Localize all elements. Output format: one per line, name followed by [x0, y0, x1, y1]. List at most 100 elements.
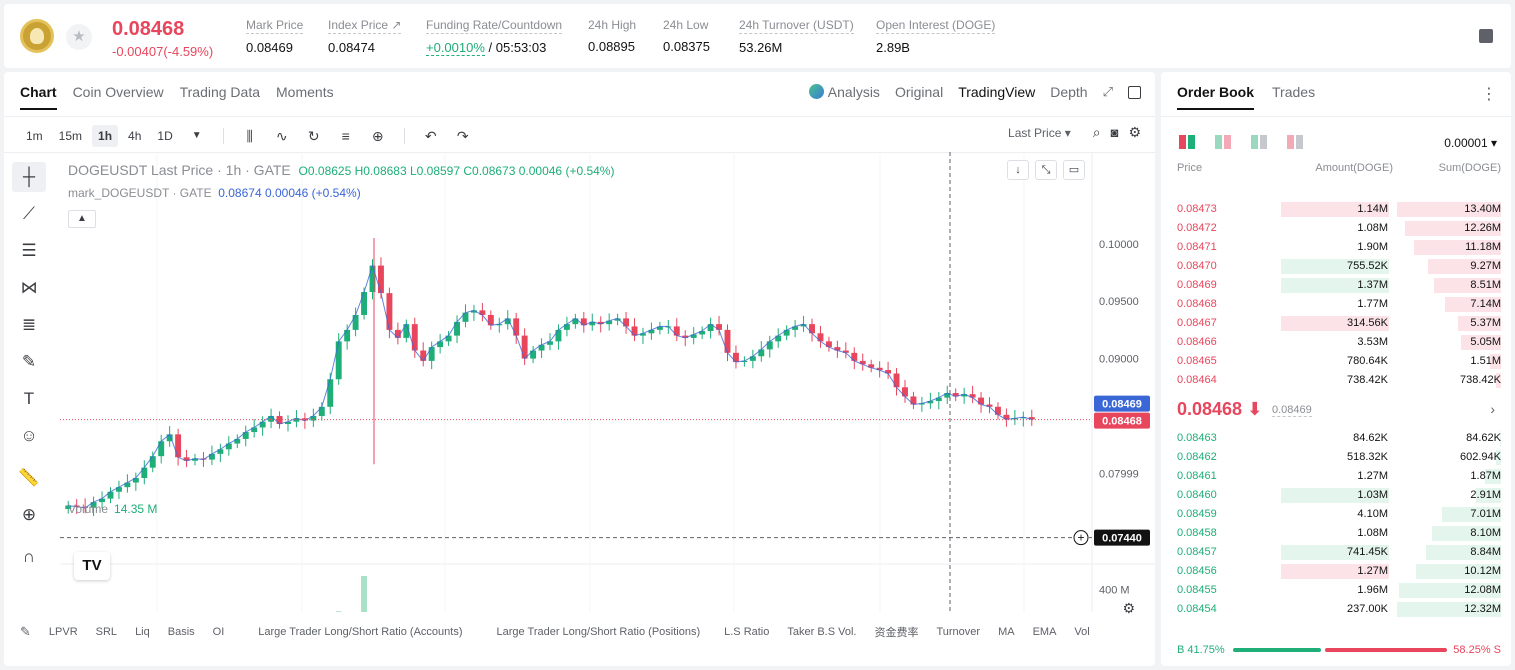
- pen-icon[interactable]: ✎: [20, 624, 31, 639]
- horizontal-lines-icon[interactable]: ☰: [21, 241, 37, 260]
- replay-icon[interactable]: ↻: [307, 128, 320, 144]
- bid-row[interactable]: 0.08454 237.00K 12.32M: [1161, 600, 1511, 619]
- interval-4h[interactable]: 4h: [128, 129, 142, 143]
- undo-icon[interactable]: ↶: [424, 128, 437, 144]
- ask-row[interactable]: 0.08466 3.53M 5.05M: [1161, 333, 1511, 352]
- indicator-icon[interactable]: ∿: [275, 128, 288, 144]
- indicator-ls-accounts[interactable]: Large Trader Long/Short Ratio (Accounts): [258, 626, 463, 638]
- tab-trades[interactable]: Trades: [1272, 84, 1316, 100]
- indicator-turnover[interactable]: Turnover: [936, 626, 981, 638]
- bid-row[interactable]: 0.08461 1.27M 1.87M: [1161, 467, 1511, 486]
- original-view-button[interactable]: Original: [894, 84, 944, 100]
- trend-line-icon[interactable]: ⟋: [23, 204, 35, 223]
- candle-type-icon[interactable]: ⫼: [246, 128, 253, 144]
- camera-icon[interactable]: ◙: [1110, 125, 1119, 140]
- bid-row[interactable]: 0.08456 1.27M 10.12M: [1161, 562, 1511, 581]
- collapse-legend-button[interactable]: ▲: [68, 210, 96, 228]
- indicator-ls-ratio[interactable]: L.S Ratio: [724, 626, 770, 638]
- indicator-funding-rate[interactable]: 资金费率: [874, 627, 919, 639]
- document-icon[interactable]: [1479, 29, 1493, 43]
- more-icon[interactable]: ⋮: [1481, 86, 1497, 103]
- indicator-ma[interactable]: MA: [998, 626, 1015, 638]
- tab-chart[interactable]: Chart: [20, 84, 57, 110]
- stat-index-price[interactable]: Index Price ↗ 0.08474: [328, 18, 402, 55]
- volume-tick-label: 400 M: [1099, 585, 1130, 597]
- bid-row[interactable]: 0.08460 1.03M 2.91M: [1161, 486, 1511, 505]
- layout-trades-icon[interactable]: [1287, 135, 1303, 149]
- ask-row[interactable]: 0.08467 314.56K 5.37M: [1161, 314, 1511, 333]
- chart-settings-icon[interactable]: ⚙: [1122, 600, 1135, 616]
- shrink-icon[interactable]: ⤡: [1035, 160, 1057, 180]
- indicator-basis[interactable]: Basis: [167, 626, 195, 638]
- ask-row[interactable]: 0.08464 738.42K 738.42K: [1161, 371, 1511, 390]
- ask-row[interactable]: 0.08470 755.52K 9.27M: [1161, 257, 1511, 276]
- price-chart[interactable]: +0.10000 0.09500 0.09000 0.07999 0.08469 0.08…: [4, 152, 1155, 612]
- indicator-ls-positions[interactable]: Large Trader Long/Short Ratio (Positions…: [496, 626, 701, 638]
- price-cell: 0.08465: [1177, 355, 1217, 367]
- layout-bids-icon[interactable]: [1215, 135, 1231, 149]
- pattern-icon[interactable]: ⋈: [20, 278, 38, 297]
- interval-1m[interactable]: 1m: [26, 129, 43, 143]
- search-icon[interactable]: ⌕: [1092, 124, 1101, 140]
- bid-row[interactable]: 0.08463 84.62K 84.62K: [1161, 429, 1511, 448]
- chevron-down-icon[interactable]: ▼: [191, 130, 202, 141]
- brush-icon[interactable]: ✎: [21, 352, 37, 371]
- amount-cell: 518.32K: [1347, 451, 1388, 463]
- magnet-icon[interactable]: ∩: [22, 547, 36, 566]
- favorite-star-icon[interactable]: ★: [66, 24, 92, 50]
- expand-icon[interactable]: ⤢: [1102, 84, 1113, 99]
- indicator-taker-vol[interactable]: Taker B.S Vol.: [787, 626, 857, 638]
- indicator-volume[interactable]: Volu: [1074, 626, 1090, 638]
- interval-1d[interactable]: 1D: [157, 129, 173, 143]
- bid-row[interactable]: 0.08458 1.08M 8.10M: [1161, 524, 1511, 543]
- stat-funding-rate[interactable]: Funding Rate/Countdown +0.0010% / 05:53:…: [426, 18, 563, 56]
- bid-row[interactable]: 0.08455 1.96M 12.08M: [1161, 581, 1511, 600]
- analysis-button[interactable]: Analysis: [808, 84, 880, 100]
- tradingview-view-button[interactable]: TradingView: [958, 84, 1036, 100]
- text-icon[interactable]: T: [23, 389, 35, 408]
- ask-row[interactable]: 0.08468 1.77M 7.14M: [1161, 295, 1511, 314]
- crosshair-icon[interactable]: ┼: [12, 162, 46, 192]
- layout-asks-icon[interactable]: [1251, 135, 1267, 149]
- ruler-icon[interactable]: 📏: [18, 468, 40, 487]
- emoji-icon[interactable]: ☺: [20, 426, 38, 445]
- arrow-down-icon[interactable]: ↓: [1007, 160, 1029, 180]
- fullscreen-icon[interactable]: ▭: [1063, 160, 1085, 180]
- redo-icon[interactable]: ↷: [456, 128, 469, 144]
- stat-mark-price[interactable]: Mark Price 0.08469: [246, 18, 304, 55]
- ask-row[interactable]: 0.08472 1.08M 12.26M: [1161, 219, 1511, 238]
- indicator-srl[interactable]: SRL: [95, 626, 118, 638]
- ask-row[interactable]: 0.08465 780.64K 1.51M: [1161, 352, 1511, 371]
- add-indicator-icon[interactable]: ⊕: [371, 128, 384, 144]
- ask-row[interactable]: 0.08473 1.14M 13.40M: [1161, 200, 1511, 219]
- zoom-icon[interactable]: ⊕: [21, 505, 37, 524]
- indicator-oi[interactable]: OI: [212, 626, 225, 638]
- ticker-header: ★ 0.08468 -0.00407(-4.59%) Mark Price 0.…: [4, 4, 1511, 68]
- chevron-right-icon[interactable]: ›: [1490, 401, 1495, 417]
- bid-row[interactable]: 0.08459 4.10M 7.01M: [1161, 505, 1511, 524]
- tradingview-logo-icon[interactable]: TV: [74, 552, 110, 580]
- price-type-select[interactable]: Last Price ▾: [1008, 125, 1071, 140]
- depth-view-button[interactable]: Depth: [1050, 84, 1088, 100]
- bid-row[interactable]: 0.08457 741.45K 8.84M: [1161, 543, 1511, 562]
- tab-coin-overview[interactable]: Coin Overview: [72, 84, 164, 100]
- ask-row[interactable]: 0.08471 1.90M 11.18M: [1161, 238, 1511, 257]
- layout-both-icon[interactable]: [1179, 135, 1195, 149]
- tab-moments[interactable]: Moments: [276, 84, 334, 100]
- fib-icon[interactable]: ≣: [21, 315, 37, 334]
- gear-icon[interactable]: ⚙: [1128, 124, 1141, 140]
- tab-order-book[interactable]: Order Book: [1177, 84, 1255, 110]
- window-icon[interactable]: [1128, 85, 1141, 99]
- bid-row[interactable]: 0.08462 518.32K 602.94K: [1161, 448, 1511, 467]
- stat-24h-turnover[interactable]: 24h Turnover (USDT) 53.26M: [739, 18, 854, 55]
- interval-15m[interactable]: 15m: [58, 129, 83, 143]
- interval-1h[interactable]: 1h: [92, 125, 119, 147]
- indicator-ema[interactable]: EMA: [1032, 626, 1057, 638]
- stat-open-interest[interactable]: Open Interest (DOGE) 2.89B: [876, 18, 996, 55]
- ask-row[interactable]: 0.08469 1.37M 8.51M: [1161, 276, 1511, 295]
- precision-select[interactable]: 0.00001 ▾: [1444, 136, 1497, 150]
- indicator-liq[interactable]: Liq: [135, 626, 150, 638]
- tab-trading-data[interactable]: Trading Data: [179, 84, 261, 100]
- template-icon[interactable]: ≡: [341, 128, 350, 144]
- indicator-lpvr[interactable]: LPVR: [48, 626, 78, 638]
